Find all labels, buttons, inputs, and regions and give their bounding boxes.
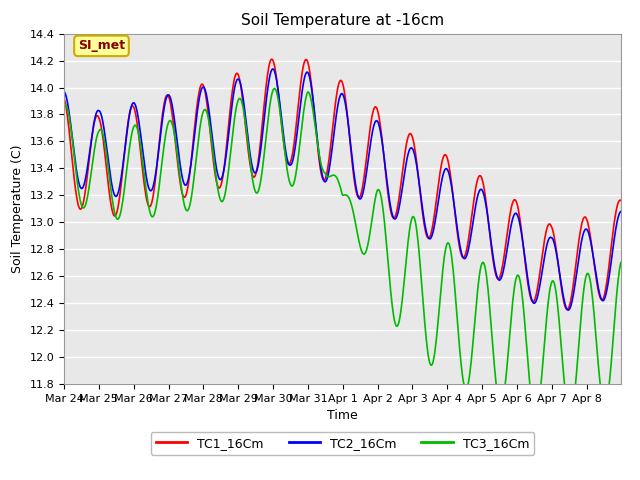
Line: TC3_16Cm: TC3_16Cm: [64, 88, 621, 416]
TC2_16Cm: [255, 156, 263, 162]
TC1_16Cm: [563, 307, 571, 312]
TC3_16Cm: [60, 102, 68, 108]
TC3_16Cm: [271, 85, 278, 91]
TC2_16Cm: [277, 111, 285, 117]
Y-axis label: Soil Temperature (C): Soil Temperature (C): [11, 144, 24, 273]
TC1_16Cm: [432, 203, 440, 208]
TC1_16Cm: [228, 93, 236, 99]
TC3_16Cm: [401, 275, 408, 281]
TC2_16Cm: [269, 66, 277, 72]
TC3_16Cm: [255, 185, 263, 191]
Line: TC2_16Cm: TC2_16Cm: [64, 69, 621, 310]
X-axis label: Time: Time: [327, 409, 358, 422]
TC1_16Cm: [255, 150, 263, 156]
TC1_16Cm: [125, 111, 133, 117]
TC3_16Cm: [531, 413, 539, 419]
Text: SI_met: SI_met: [78, 39, 125, 52]
TC1_16Cm: [617, 198, 625, 204]
TC2_16Cm: [564, 307, 572, 313]
Legend: TC1_16Cm, TC2_16Cm, TC3_16Cm: TC1_16Cm, TC2_16Cm, TC3_16Cm: [151, 432, 534, 455]
Title: Soil Temperature at -16cm: Soil Temperature at -16cm: [241, 13, 444, 28]
TC1_16Cm: [268, 56, 275, 62]
TC2_16Cm: [432, 216, 440, 221]
TC1_16Cm: [401, 154, 408, 159]
TC3_16Cm: [617, 260, 625, 265]
TC2_16Cm: [125, 113, 133, 119]
TC3_16Cm: [432, 342, 440, 348]
TC3_16Cm: [125, 146, 133, 152]
TC1_16Cm: [60, 96, 68, 101]
TC2_16Cm: [617, 209, 625, 215]
TC3_16Cm: [228, 139, 236, 145]
TC2_16Cm: [60, 89, 68, 95]
TC3_16Cm: [277, 117, 285, 122]
TC2_16Cm: [228, 105, 236, 110]
Line: TC1_16Cm: TC1_16Cm: [64, 59, 621, 310]
TC1_16Cm: [277, 117, 285, 122]
TC2_16Cm: [401, 171, 408, 177]
